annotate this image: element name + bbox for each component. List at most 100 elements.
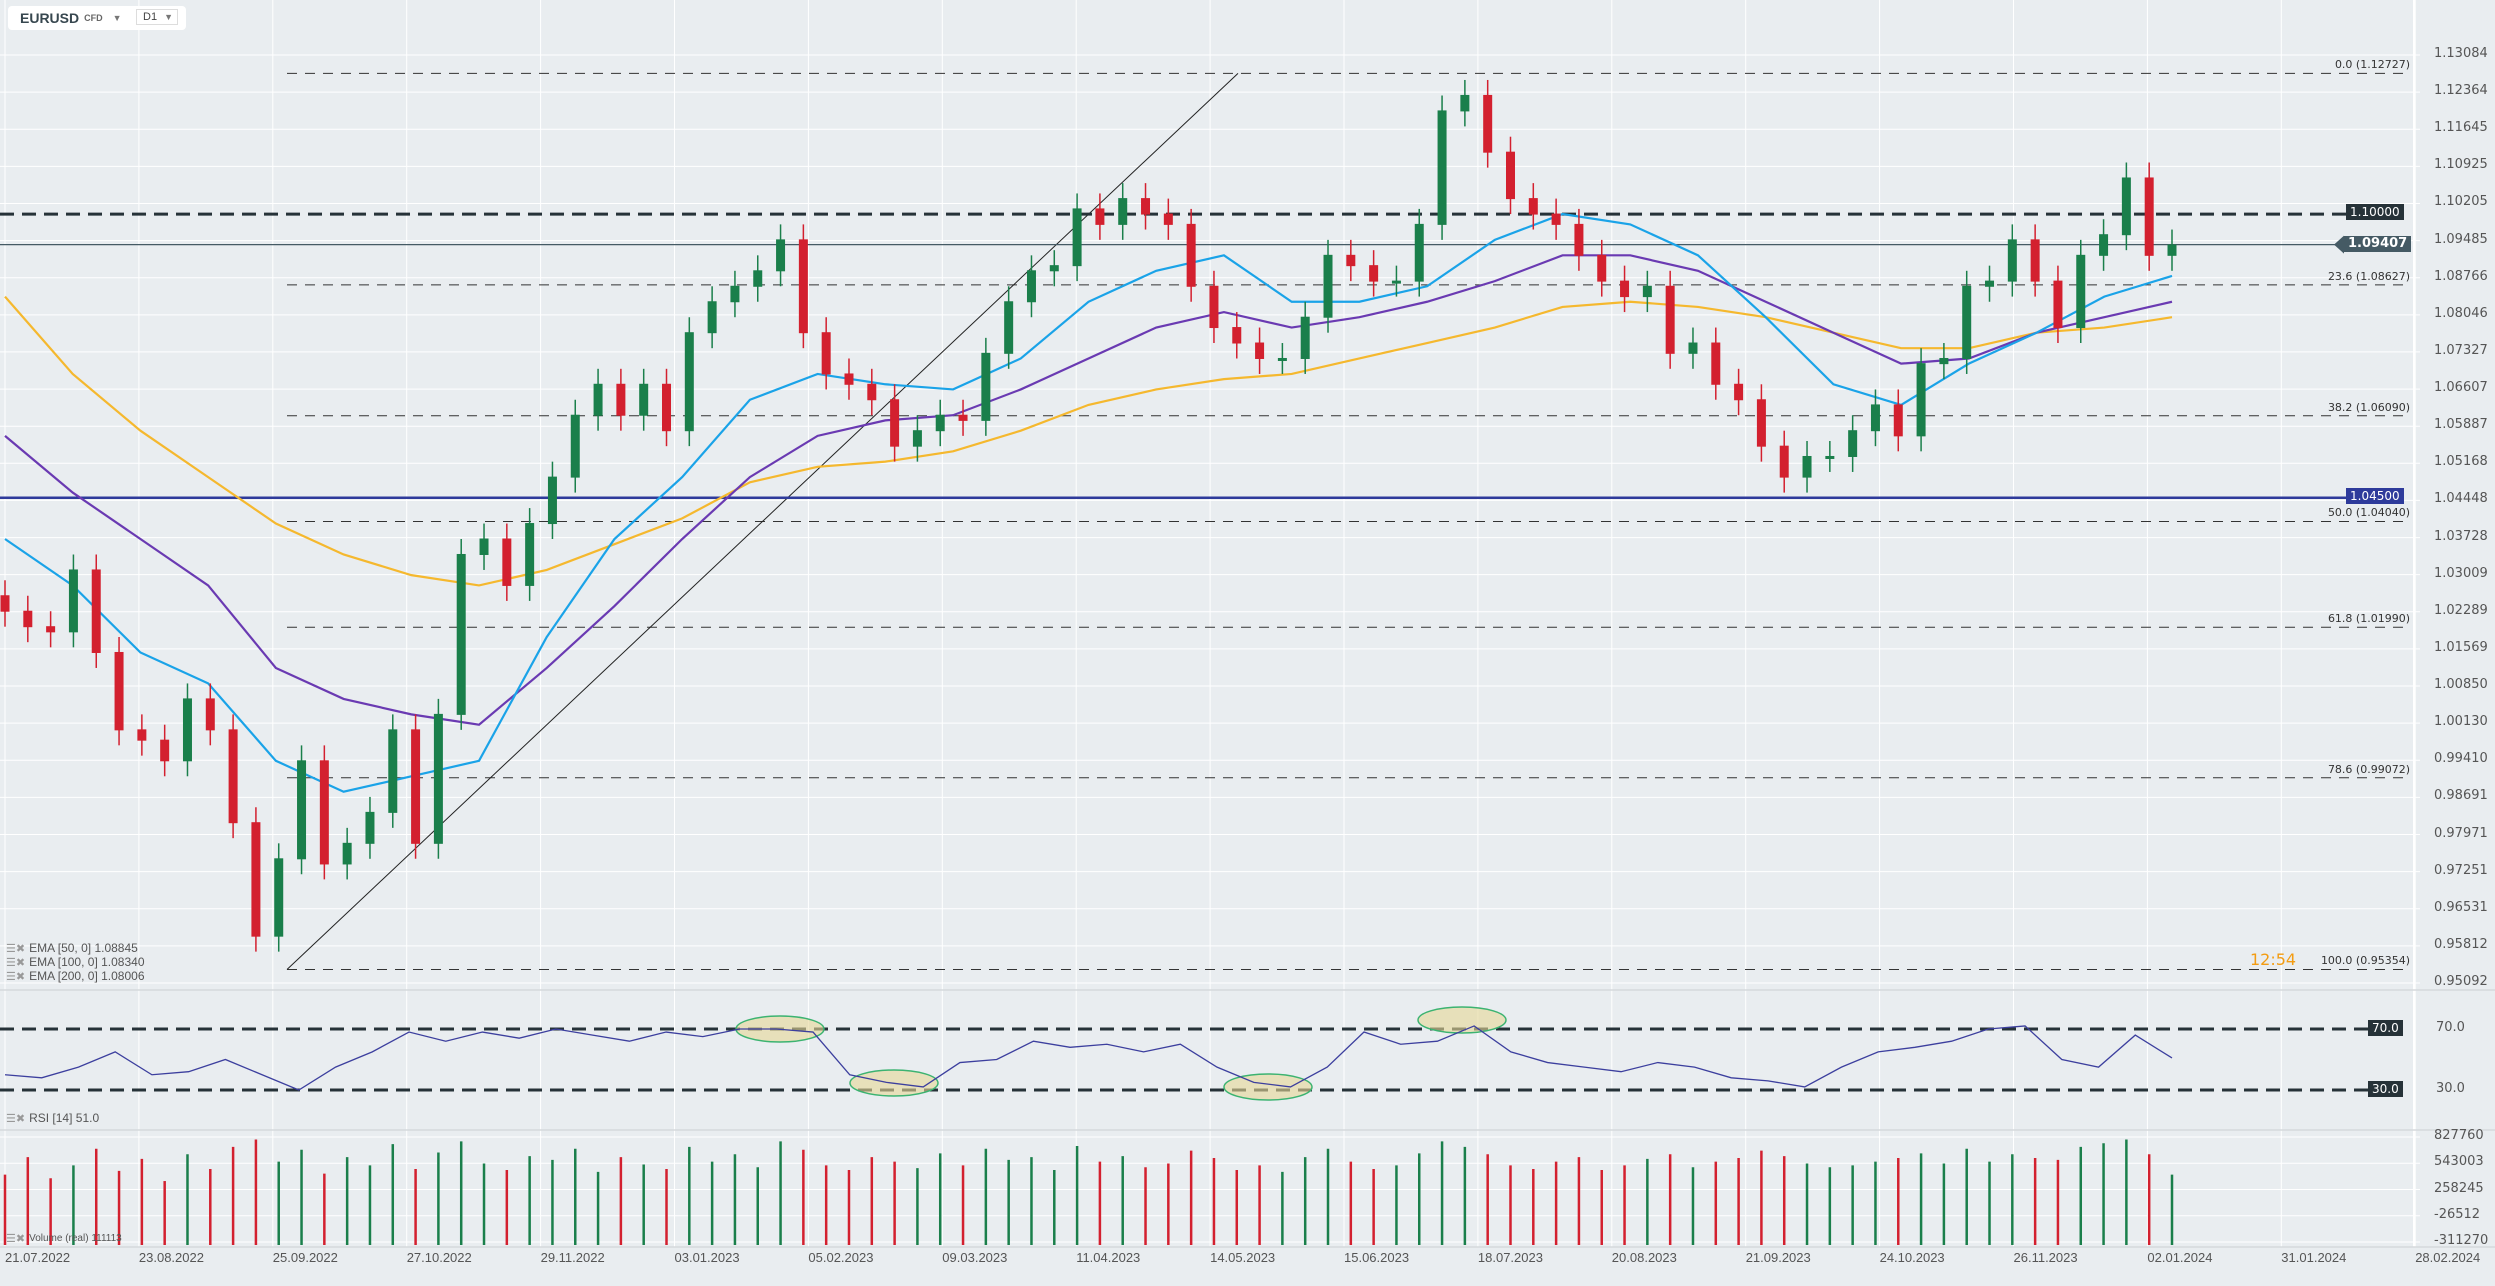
legend-ema100[interactable]: ☰✖ EMA [100, 0] 1.08340 — [6, 955, 145, 969]
timeframe-select[interactable]: D1 ▼ — [136, 9, 178, 25]
candle-bearish — [1528, 198, 1538, 215]
candle-bearish — [1505, 151, 1515, 200]
candle-bearish — [23, 610, 33, 628]
fib-level-label: 78.6 (0.99072) — [2327, 762, 2410, 776]
price-tick-label: 0.96531 — [2434, 899, 2488, 915]
legend-rsi[interactable]: ☰✖ RSI [14] 51.0 — [6, 1111, 99, 1125]
date-tick-label: 29.11.2022 — [540, 1250, 605, 1265]
candle-bearish — [1095, 208, 1105, 225]
price-tick-label: 1.02289 — [2434, 602, 2488, 618]
price-tick-label: 1.07327 — [2434, 342, 2488, 358]
fib-level-label: 0.0 (1.12727) — [2334, 58, 2410, 72]
candle-bearish — [1620, 280, 1630, 298]
fib-level-label: 61.8 (1.01990) — [2327, 612, 2410, 626]
price-tick-label: 0.95812 — [2434, 936, 2488, 952]
candle-bearish — [1186, 223, 1196, 287]
candle-bearish — [160, 739, 170, 762]
candle-bullish — [2121, 177, 2131, 236]
candle-bullish — [1072, 208, 1082, 267]
date-tick-label: 21.09.2023 — [1745, 1250, 1811, 1265]
bar-countdown: 12:54 — [2250, 950, 2297, 969]
candle-bearish — [1597, 254, 1607, 282]
candle-bullish — [639, 383, 649, 416]
ema200-line — [4, 295, 2173, 587]
date-tick-label: 11.04.2023 — [1076, 1250, 1141, 1265]
date-tick-label: 25.09.2022 — [272, 1250, 338, 1265]
timeframe-value: D1 — [143, 11, 158, 23]
candle-bearish — [1551, 213, 1561, 225]
candle-bullish — [1870, 404, 1880, 432]
candle-bullish — [1026, 270, 1036, 303]
candle-bullish — [1414, 223, 1424, 282]
candle-bearish — [844, 373, 854, 385]
candle-bearish — [1163, 213, 1173, 225]
candle-bearish — [1734, 383, 1744, 401]
candle-bullish — [1825, 455, 1835, 459]
rsi-tick-label: 70.0 — [2436, 1020, 2465, 1035]
price-tick-label: 0.99410 — [2434, 751, 2488, 767]
candle-bullish — [1642, 285, 1652, 298]
settings-icon[interactable]: ☰✖ — [6, 956, 26, 969]
legend-label: EMA [100, 0] 1.08340 — [29, 955, 145, 969]
level-price-tag: 1.10000 — [2346, 204, 2404, 221]
candle-bearish — [1209, 285, 1219, 329]
candle-bullish — [1848, 430, 1858, 457]
candle-bullish — [2167, 244, 2177, 256]
price-tick-label: 1.00850 — [2434, 677, 2488, 692]
settings-icon[interactable]: ☰✖ — [6, 970, 26, 983]
fib-level-label: 23.6 (1.08627) — [2327, 269, 2410, 283]
candle-bearish — [205, 698, 215, 731]
candle-bullish — [707, 301, 717, 334]
candle-bearish — [0, 595, 10, 612]
candle-bullish — [456, 553, 466, 715]
candle-bullish — [1049, 265, 1059, 272]
candle-bullish — [1323, 254, 1333, 318]
candle-bullish — [1004, 301, 1014, 354]
candle-bearish — [137, 729, 147, 741]
candle-bearish — [1711, 342, 1721, 385]
settings-icon[interactable]: ☰✖ — [6, 942, 26, 955]
settings-icon[interactable]: ☰✖ — [6, 1112, 26, 1125]
date-tick-label: 31.01.2024 — [2281, 1250, 2347, 1265]
price-tick-label: 0.95092 — [2434, 974, 2488, 989]
symbol-selector[interactable]: EURUSD CFD ▼ D1 ▼ — [8, 6, 186, 30]
fib-level-label: 38.2 (1.06090) — [2327, 400, 2410, 414]
candle-bearish — [228, 729, 238, 824]
candle-bullish — [593, 383, 603, 416]
candle-bullish — [479, 538, 489, 555]
candle-bearish — [319, 760, 329, 865]
rsi-highlight-ellipse — [1417, 1006, 1507, 1034]
candle-bullish — [1460, 94, 1470, 112]
candle-bullish — [684, 332, 694, 432]
candle-bullish — [730, 285, 740, 303]
chevron-down-icon[interactable]: ▼ — [112, 13, 122, 23]
legend-ema50[interactable]: ☰✖ EMA [50, 0] 1.08845 — [6, 941, 138, 955]
fib-level-label: 100.0 (0.95354) — [2320, 954, 2410, 968]
price-tick-label: 1.13084 — [2434, 46, 2488, 61]
settings-icon[interactable]: ☰✖ — [6, 1233, 26, 1245]
price-tick-label: 1.08766 — [2434, 268, 2488, 284]
legend-ema200[interactable]: ☰✖ EMA [200, 0] 1.08006 — [6, 969, 145, 983]
rsi-line — [4, 1025, 2173, 1091]
candle-bearish — [958, 414, 968, 421]
date-tick-label: 03.01.2023 — [674, 1250, 740, 1265]
candle-bullish — [1391, 280, 1401, 284]
rsi-level-tag: 70.0 — [2368, 1020, 2403, 1036]
date-tick-label: 24.10.2023 — [1879, 1250, 1945, 1265]
candle-bullish — [1277, 357, 1287, 361]
instrument-type: CFD — [84, 13, 103, 23]
candle-bullish — [753, 270, 763, 287]
rsi-level-tag: 30.0 — [2368, 1081, 2403, 1097]
candle-bullish — [981, 352, 991, 421]
trend-line — [286, 73, 1239, 970]
candle-bearish — [251, 822, 261, 937]
candle-bullish — [1939, 357, 1949, 365]
candle-bullish — [547, 476, 557, 525]
candle-bullish — [433, 713, 443, 844]
candle-bearish — [1779, 445, 1789, 478]
candle-bullish — [1916, 363, 1926, 437]
legend-volume[interactable]: ☰✖ Volume (real) 111113 — [6, 1232, 122, 1245]
date-tick-label: 20.08.2023 — [1611, 1250, 1677, 1265]
candle-bullish — [68, 569, 78, 633]
